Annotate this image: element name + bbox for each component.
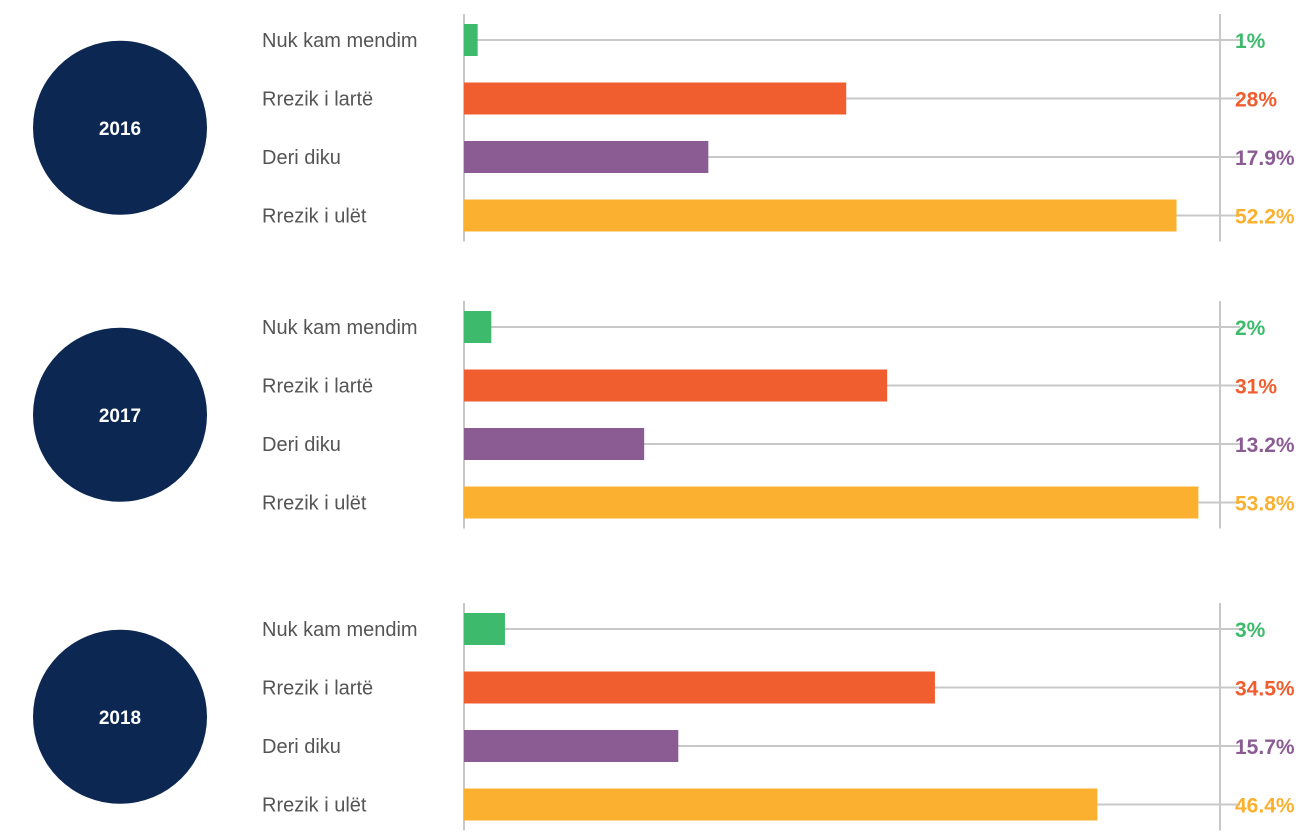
- panel-2016: 2016 Nuk kam mendim 1% Rrezik i lartë 28% Der…: [33, 14, 1295, 242]
- value-label: 3%: [1235, 619, 1266, 642]
- category-label: Rrezik i lartë: [262, 89, 373, 111]
- bar: [464, 369, 888, 402]
- value-label: 52.2%: [1235, 206, 1295, 229]
- bar: [464, 311, 492, 343]
- category-label: Rrezik i ulët: [262, 206, 367, 228]
- value-label: 15.7%: [1235, 736, 1295, 759]
- year-circle: [33, 629, 207, 804]
- category-label: Rrezik i ulët: [262, 795, 367, 817]
- value-label: 28%: [1235, 89, 1277, 112]
- year-label: 2016: [99, 119, 141, 140]
- category-label: Nuk kam mendim: [262, 317, 418, 339]
- bar: [464, 613, 505, 645]
- year-label: 2017: [99, 406, 141, 427]
- value-label: 34.5%: [1235, 678, 1295, 701]
- year-circle: [33, 327, 207, 502]
- value-label: 13.2%: [1235, 434, 1295, 457]
- category-label: Deri diku: [262, 147, 341, 169]
- category-label: Nuk kam mendim: [262, 30, 418, 52]
- category-label: Deri diku: [262, 434, 341, 456]
- bar: [464, 24, 478, 56]
- year-label: 2018: [99, 708, 141, 729]
- category-label: Rrezik i lartë: [262, 678, 373, 700]
- panel-2018: 2018 Nuk kam mendim 3% Rrezik i lartë 34.5% D…: [33, 603, 1295, 831]
- value-label: 17.9%: [1235, 147, 1295, 170]
- panel-2017: 2017 Nuk kam mendim 2% Rrezik i lartë 31% Der…: [33, 301, 1295, 529]
- bar: [464, 671, 935, 704]
- bar: [464, 486, 1199, 519]
- category-label: Rrezik i ulët: [262, 493, 367, 515]
- value-label: 31%: [1235, 376, 1277, 399]
- bar: [464, 428, 645, 460]
- category-label: Deri diku: [262, 736, 341, 758]
- value-label: 2%: [1235, 317, 1266, 340]
- category-label: Nuk kam mendim: [262, 619, 418, 641]
- value-label: 46.4%: [1235, 795, 1295, 818]
- year-circle: [33, 40, 207, 215]
- bar: [464, 82, 847, 115]
- value-label: 1%: [1235, 30, 1266, 53]
- bar: [464, 141, 709, 173]
- bar: [464, 199, 1177, 232]
- value-label: 53.8%: [1235, 493, 1295, 516]
- bar: [464, 730, 679, 762]
- category-label: Rrezik i lartë: [262, 376, 373, 398]
- bar: [464, 788, 1098, 821]
